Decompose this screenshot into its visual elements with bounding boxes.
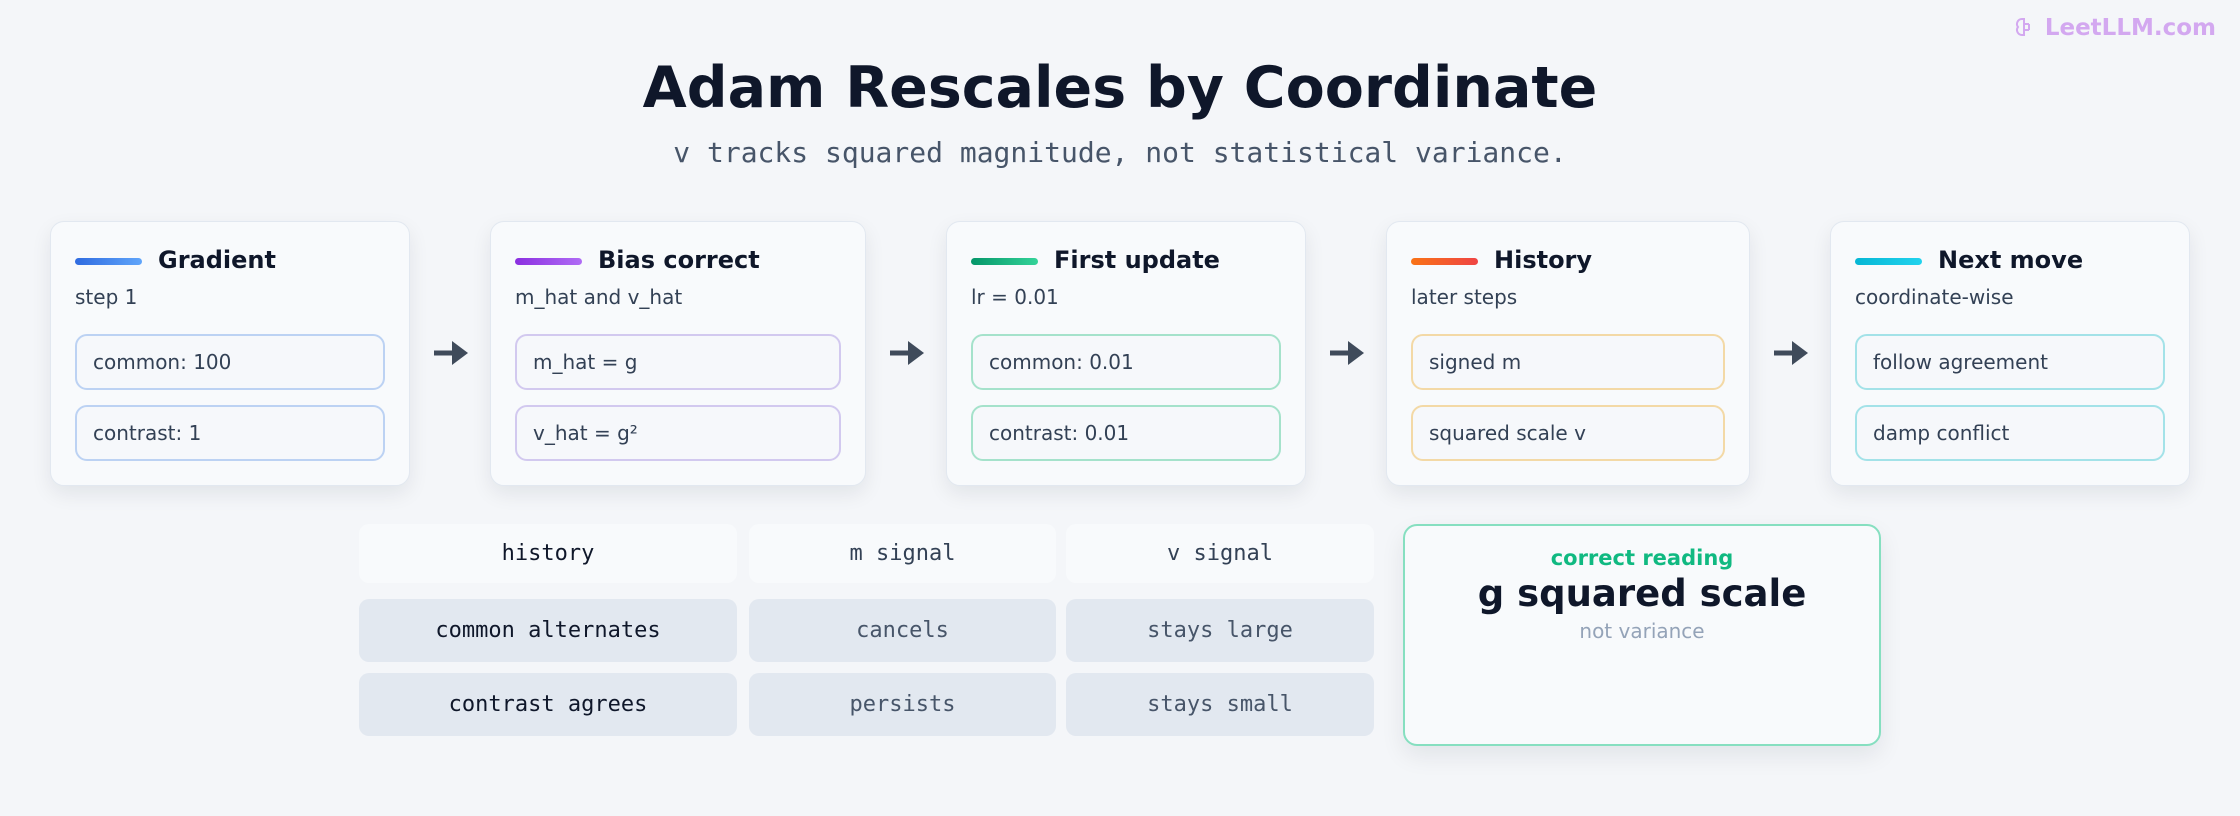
card: Next move coordinate-wise follow agreement… [1830, 221, 2190, 486]
card-item: contrast: 0.01 [971, 405, 1281, 461]
card-item: common: 100 [75, 334, 385, 390]
card-title: Next move [1938, 246, 2084, 274]
card: History later steps signed m squared scale … [1386, 221, 1750, 486]
arrow [434, 341, 468, 365]
table-cell: common alternates [359, 599, 737, 662]
card-item: damp conflict [1855, 405, 2165, 461]
title: Adam Rescales by Coordinate [642, 55, 1598, 121]
table-cell: stays small [1066, 673, 1374, 736]
accent-bar [971, 258, 1038, 265]
table-header: v signal [1066, 524, 1374, 583]
card: Bias correct m_hat and v_hat m_hat = g v_ha… [490, 221, 866, 486]
card-item: common: 0.01 [971, 334, 1281, 390]
subtitle: v tracks squared magnitude, not statisti… [673, 136, 1567, 169]
accent-bar [1855, 258, 1922, 265]
arrow [1330, 341, 1364, 365]
arrow [1774, 341, 1808, 365]
card-item: squared scale v [1411, 405, 1725, 461]
table-header: history [359, 524, 737, 583]
logo [2015, 18, 2030, 36]
watermark: LeetLLM.com [2013, 15, 2216, 41]
accent-bar [515, 258, 582, 265]
card-item: signed m [1411, 334, 1725, 390]
card-item: v_hat = g² [515, 405, 841, 461]
card-title: History [1494, 246, 1593, 274]
accent-bar [1411, 258, 1478, 265]
table-cell: cancels [749, 599, 1056, 662]
card: Gradient step 1 common: 100 contrast: 1 [50, 221, 410, 486]
accent-bar [75, 258, 142, 265]
card-title: First update [1054, 246, 1220, 274]
card-title: Gradient [158, 246, 276, 274]
arrow [890, 341, 924, 365]
table-header: m signal [749, 524, 1056, 583]
card-subtitle: step 1 [75, 285, 138, 309]
watermark-text: LeetLLM.com [2044, 15, 2216, 41]
card-subtitle: lr = 0.01 [971, 285, 1059, 309]
card-subtitle: later steps [1411, 285, 1518, 309]
callout-value: g squared scale [1477, 572, 1807, 615]
table-cell: contrast agrees [359, 673, 737, 736]
card-subtitle: m_hat and v_hat [515, 285, 683, 309]
table-cell: stays large [1066, 599, 1374, 662]
card-item: follow agreement [1855, 334, 2165, 390]
card-subtitle: coordinate-wise [1855, 285, 2014, 309]
callout-label: correct reading [1550, 546, 1734, 570]
table-cell: persists [749, 673, 1056, 736]
card-title: Bias correct [598, 246, 760, 274]
card-item: m_hat = g [515, 334, 841, 390]
card: First update lr = 0.01 common: 0.01 contras… [946, 221, 1306, 486]
card-item: contrast: 1 [75, 405, 385, 461]
callout-note: not variance [1579, 619, 1705, 643]
callout: correct reading g squared scale not vari… [1403, 524, 1881, 746]
